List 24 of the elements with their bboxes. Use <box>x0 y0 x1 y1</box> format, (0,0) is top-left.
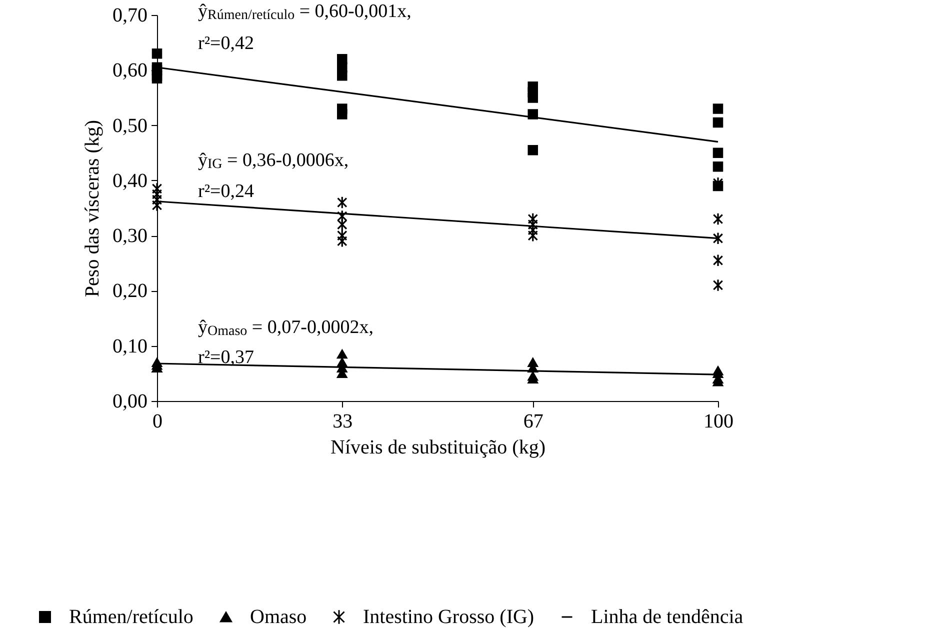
annotation: ŷ$_{Omaso}$ = 0,07-0,0002x, <box>198 317 374 339</box>
x-tick-label: 0 <box>152 410 162 432</box>
y-tick-label: 0,40 <box>112 170 148 192</box>
y-tick-label: 0,10 <box>112 335 148 358</box>
legend-label: Rúmen/retículo <box>69 606 194 628</box>
legend-label: Intestino Grosso (IG) <box>363 606 534 628</box>
x-tick-label: 100 <box>704 410 734 432</box>
annotation: r²=0,42 <box>198 33 254 54</box>
annotation: r²=0,24 <box>198 181 254 202</box>
y-tick-label: 0,70 <box>112 4 148 26</box>
y-axis-title: Peso das vísceras (kg) <box>82 120 104 298</box>
annotation: r²=0,37 <box>198 347 254 368</box>
y-tick-label: 0,20 <box>112 280 148 302</box>
x-axis-title: Níveis de substituição (kg) <box>330 436 546 458</box>
x-tick-label: 33 <box>332 410 353 432</box>
y-tick-label: 0,60 <box>112 60 148 82</box>
legend-label: Omaso <box>250 606 307 628</box>
y-tick-label: 0,00 <box>112 390 148 412</box>
annotation: ŷ$_{Rúmen/retículo}$ = 0,60-0,001x, <box>198 1 412 23</box>
legend-label: Linha de tendência <box>591 606 744 628</box>
y-tick-label: 0,30 <box>112 225 148 248</box>
y-tick-label: 0,50 <box>112 114 148 137</box>
x-tick-label: 67 <box>523 410 544 432</box>
annotation: ŷ$_{IG}$ = 0,36-0,0006x, <box>198 150 349 172</box>
